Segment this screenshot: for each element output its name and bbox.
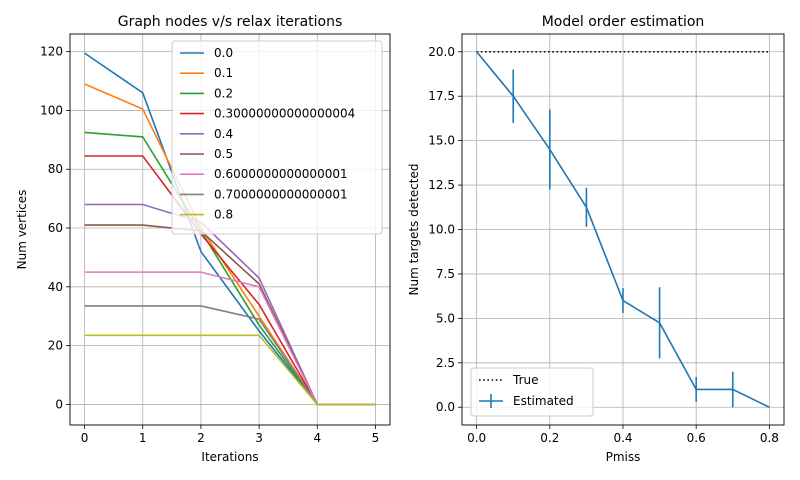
y-tick-label: 20.0 [428,45,455,59]
y-tick-label: 40 [48,280,63,294]
x-tick-label: 5 [372,431,380,445]
y-tick-label: 120 [40,45,63,59]
y-axis-label: Num targets detected [407,163,421,295]
chart-panel-2: 0.0 0.2 0.4 0.6 0.8 0.0 2.5 5.0 7.5 10.0 12.5 15.0 1… [407,14,785,464]
y-tick-label: 7.5 [436,267,455,281]
legend-label: 0.5 [214,147,233,161]
x-axis-label: Pmiss [606,450,641,464]
y-tick-label: 0 [55,397,63,411]
legend: 0.0 0.1 0.2 0.30000000000000004 0.4 0.5 0.6000… [171,40,383,235]
x-tick-label: 0 [81,431,89,445]
y-tick-label: 80 [48,162,63,176]
plot-area [476,51,770,408]
chart-title: Graph nodes v/s relax iterations [118,14,343,30]
y-tick-label: 12.5 [428,178,455,192]
x-tick-label: 0.0 [467,431,486,445]
y-tick-label: 17.5 [428,89,455,103]
y-tick-label: 20 [48,339,63,353]
y-tick-label: 10.0 [428,223,455,237]
y-tick-label: 5.0 [436,311,455,325]
x-tick-label: 0.6 [687,431,706,445]
series-line [84,334,376,406]
legend-label: 0.7000000000000001 [214,187,348,201]
chart-title: Model order estimation [542,14,705,30]
legend-label: 0.6000000000000001 [214,167,348,181]
legend-label: 0.1 [214,66,233,80]
legend-frame [171,40,383,235]
legend-label: 0.2 [214,86,233,100]
chart-panel-1: 0 1 2 3 4 5 0 20 40 60 80 100 120 Graph nodes v/s rel… [15,14,391,464]
legend-label: 0.30000000000000004 [214,107,355,121]
x-tick-label: 2 [197,431,205,445]
plot-area [84,52,376,406]
legend-label: 0.4 [214,127,233,141]
legend: True Estimated [470,367,594,417]
y-tick-label: 0.0 [436,400,455,414]
x-tick-label: 0.4 [613,431,632,445]
x-tick-label: 0.8 [760,431,779,445]
axes-frame [69,33,391,426]
y-tick-label: 2.5 [436,356,455,370]
legend-label: 0.0 [214,46,233,60]
series-line [84,224,376,406]
y-tick-label: 60 [48,221,63,235]
x-tick-label: 4 [313,431,321,445]
y-tick-label: 15.0 [428,134,455,148]
y-axis-label: Num vertices [15,190,29,270]
y-tick-label: 100 [40,103,63,117]
legend-label: True [512,373,539,387]
series-line [84,305,376,406]
legend-label: Estimated [513,394,574,408]
x-tick-label: 1 [139,431,147,445]
x-tick-label: 3 [255,431,263,445]
legend-label: 0.8 [214,208,233,222]
x-tick-label: 0.2 [540,431,559,445]
x-axis-label: Iterations [201,450,258,464]
